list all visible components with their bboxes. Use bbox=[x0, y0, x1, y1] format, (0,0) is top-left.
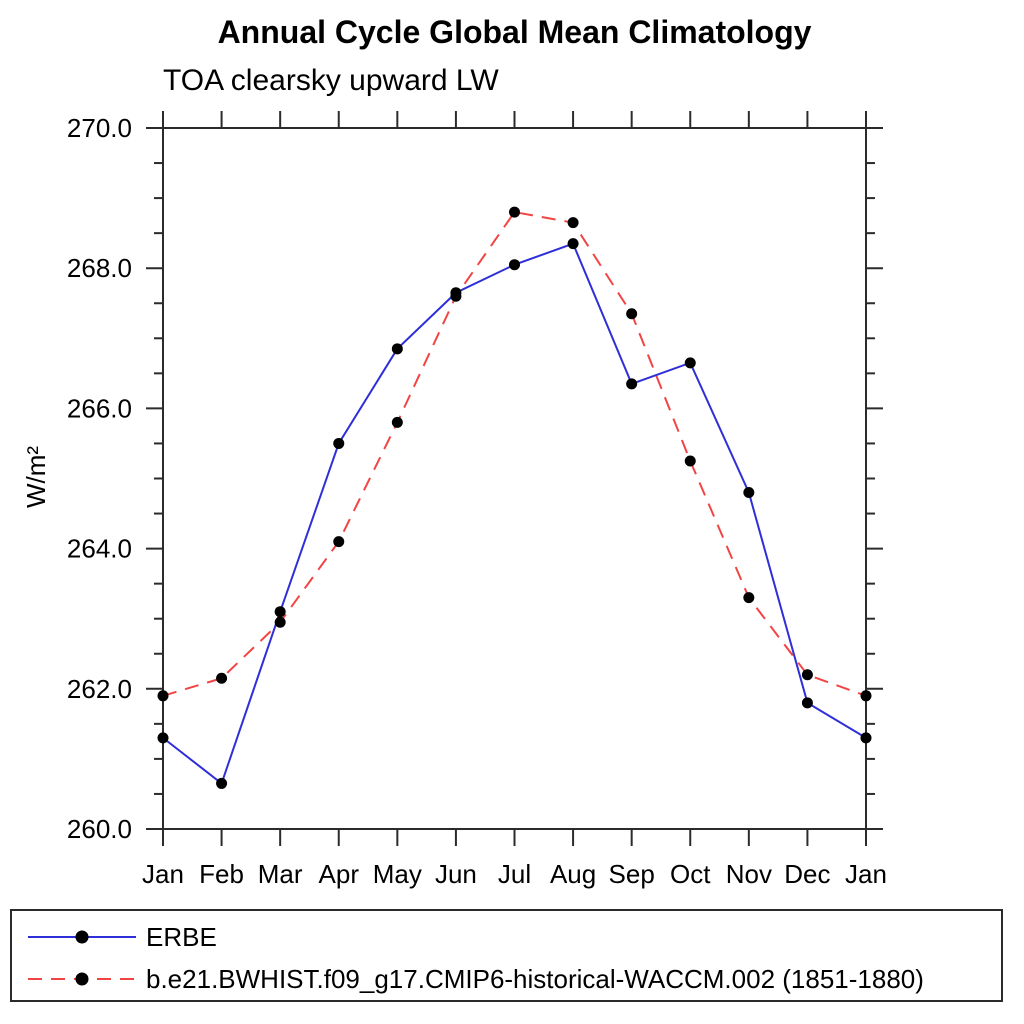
legend-item-erbe: ERBE bbox=[26, 917, 217, 957]
y-tick-label: 262.0 bbox=[67, 674, 132, 704]
erbe-marker bbox=[157, 732, 169, 744]
x-tick-label: Jan bbox=[845, 859, 887, 889]
x-tick-label: Jul bbox=[498, 859, 531, 889]
erbe-marker bbox=[860, 732, 872, 744]
model-legend-key bbox=[28, 972, 136, 986]
x-tick-label: May bbox=[373, 859, 422, 889]
erbe-marker bbox=[684, 357, 696, 369]
y-tick-label: 266.0 bbox=[67, 393, 132, 423]
model-marker bbox=[743, 592, 755, 604]
x-tick-label: Feb bbox=[199, 859, 244, 889]
y-tick-label: 270.0 bbox=[67, 113, 132, 143]
erbe-marker bbox=[216, 777, 228, 789]
model-marker bbox=[801, 669, 813, 681]
erbe-marker bbox=[509, 259, 520, 271]
y-tick-label: 268.0 bbox=[67, 253, 132, 283]
model-marker bbox=[509, 206, 520, 218]
erbe-marker bbox=[626, 378, 638, 390]
erbe-legend-label: ERBE bbox=[146, 921, 217, 952]
model-marker bbox=[274, 616, 286, 628]
chart-title: Annual Cycle Global Mean Climatology bbox=[217, 14, 812, 50]
erbe-marker-sample bbox=[75, 930, 89, 944]
x-tick-label: Oct bbox=[670, 859, 711, 889]
x-tick-label: Jan bbox=[142, 859, 184, 889]
y-tick-label: 264.0 bbox=[67, 534, 132, 564]
model-marker bbox=[626, 308, 638, 320]
erbe-marker bbox=[567, 238, 579, 250]
model-marker bbox=[567, 217, 579, 229]
x-tick-label: Dec bbox=[784, 859, 830, 889]
x-tick-label: Jun bbox=[435, 859, 477, 889]
erbe-line bbox=[162, 242, 867, 786]
chart-subtitle: TOA clearsky upward LW bbox=[163, 64, 499, 97]
x-tick-label: Apr bbox=[319, 859, 360, 889]
model-marker bbox=[216, 672, 228, 684]
y-tick-label: 260.0 bbox=[67, 814, 132, 844]
erbe-marker bbox=[333, 437, 345, 449]
legend-box: ERBE b.e21.BWHIST.f09_g17.CMIP6-historic… bbox=[10, 909, 1003, 1002]
erbe-legend-key bbox=[28, 930, 136, 944]
model-marker bbox=[391, 416, 403, 428]
x-tick-label: Aug bbox=[550, 859, 596, 889]
model-legend-label: b.e21.BWHIST.f09_g17.CMIP6-historical-WA… bbox=[146, 963, 924, 994]
erbe-marker bbox=[743, 487, 755, 499]
erbe-marker bbox=[801, 697, 813, 709]
model-marker-sample bbox=[75, 972, 89, 986]
model-marker bbox=[684, 455, 696, 467]
legend-item-model: b.e21.BWHIST.f09_g17.CMIP6-historical-WA… bbox=[26, 959, 924, 999]
model-marker bbox=[860, 690, 872, 702]
erbe-marker bbox=[274, 606, 286, 618]
x-tick-label: Nov bbox=[726, 859, 772, 889]
model-marker bbox=[450, 290, 462, 302]
x-tick-label: Sep bbox=[609, 859, 655, 889]
model-marker bbox=[333, 536, 345, 548]
x-tick-label: Mar bbox=[258, 859, 303, 889]
model-marker bbox=[157, 690, 169, 702]
model-line bbox=[162, 211, 867, 697]
erbe-marker bbox=[391, 343, 403, 355]
